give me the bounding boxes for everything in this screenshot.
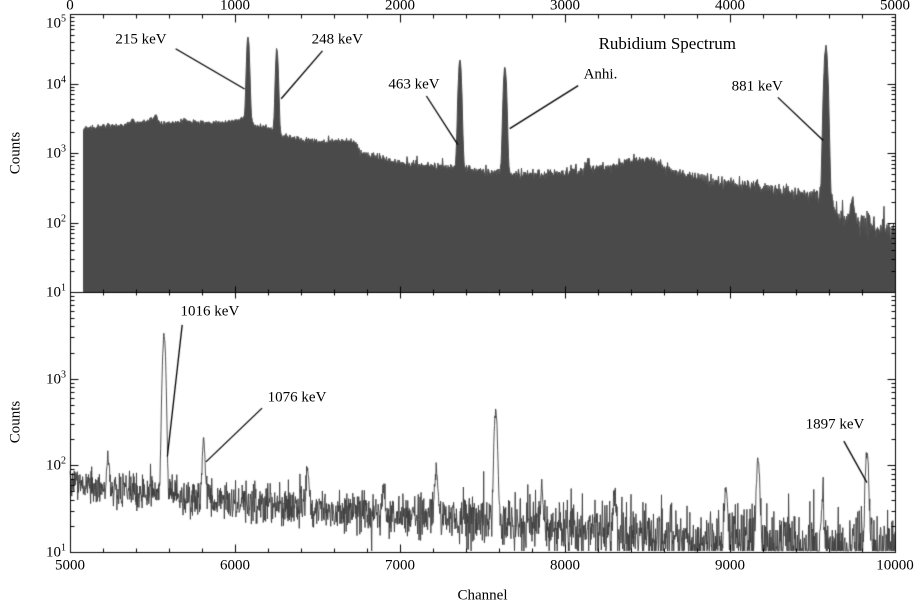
x-tick-label: 6000 bbox=[220, 557, 250, 574]
y-tick-label: 101 bbox=[46, 542, 66, 561]
y-tick-label: 102 bbox=[46, 455, 66, 474]
peak-annotation-1897-kev: 1897 keV bbox=[805, 416, 865, 433]
y-axis-label-top: Counts bbox=[7, 131, 24, 175]
peak-annotation-463-kev: 463 keV bbox=[388, 76, 440, 93]
y-tick-label: 103 bbox=[46, 143, 66, 162]
y-axis-label-bottom: Counts bbox=[7, 400, 24, 444]
peak-annotation-anhi: Anhi. bbox=[583, 66, 618, 83]
chart-title: Rubidium Spectrum bbox=[598, 33, 737, 53]
y-tick-label: 101 bbox=[46, 282, 66, 301]
x-tick-label: 10000 bbox=[876, 557, 914, 574]
x-tick-label: 5000 bbox=[55, 557, 85, 574]
x-tick-label: 2000 bbox=[385, 0, 415, 14]
x-tick-label: 9000 bbox=[715, 557, 745, 574]
x-tick-label: 1000 bbox=[220, 0, 250, 14]
peak-annotation-881-kev: 881 keV bbox=[731, 78, 783, 95]
x-axis-label: Channel bbox=[457, 587, 508, 604]
y-tick-label: 104 bbox=[46, 74, 66, 92]
y-tick-label: 102 bbox=[46, 213, 66, 231]
x-tick-label: 5000 bbox=[880, 0, 910, 14]
peak-annotation-1016-kev: 1016 keV bbox=[180, 303, 240, 320]
peak-annotation-248-kev: 248 keV bbox=[311, 31, 363, 48]
x-tick-label: 7000 bbox=[385, 557, 415, 574]
y-tick-label: 105 bbox=[46, 13, 66, 32]
peak-annotation-215-kev: 215 keV bbox=[115, 31, 167, 48]
x-tick-label: 0 bbox=[66, 0, 74, 14]
x-tick-label: 4000 bbox=[715, 0, 745, 14]
y-tick-label: 103 bbox=[46, 369, 66, 388]
x-tick-label: 8000 bbox=[550, 557, 580, 574]
peak-annotation-1076-kev: 1076 keV bbox=[267, 389, 327, 406]
x-tick-label: 3000 bbox=[550, 0, 580, 14]
